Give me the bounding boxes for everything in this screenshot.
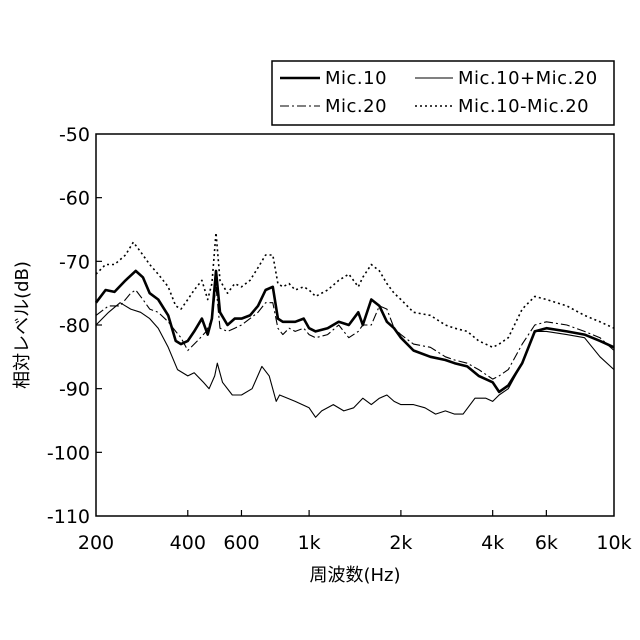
x-tick-label: 600 bbox=[223, 532, 259, 554]
x-tick-label: 6k bbox=[535, 532, 558, 554]
x-axis-title: 周波数(Hz) bbox=[309, 565, 400, 586]
ticks-layer: 200 400 600 1k 2k 4k 6k 10k -50 -60 -70 -80 -90 -100 -… bbox=[47, 124, 632, 554]
x-tick-label: 2k bbox=[389, 532, 412, 554]
y-tick-label: -90 bbox=[59, 379, 90, 401]
legend-label-mic10: Mic.10 bbox=[325, 68, 387, 89]
y-tick-label: -100 bbox=[47, 442, 90, 464]
y-tick-label: -70 bbox=[59, 251, 90, 273]
legend-label-mic10-minus-mic20: Mic.10-Mic.20 bbox=[458, 96, 589, 117]
y-tick-label: -60 bbox=[59, 188, 90, 210]
x-tick-label: 4k bbox=[481, 532, 504, 554]
legend: Mic.10 Mic.10+Mic.20 Mic.20 Mic.10-Mic.2… bbox=[272, 61, 614, 125]
x-tick-label: 400 bbox=[170, 532, 206, 554]
y-tick-label: -110 bbox=[47, 506, 90, 528]
x-tick-label: 200 bbox=[78, 532, 114, 554]
plot-layer bbox=[96, 233, 614, 418]
y-axis-title: 相対レベル(dB) bbox=[12, 261, 33, 389]
x-tick-label: 1k bbox=[298, 532, 321, 554]
y-tick-label: -80 bbox=[59, 315, 90, 337]
legend-label-mic10-plus-mic20: Mic.10+Mic.20 bbox=[458, 68, 598, 89]
legend-label-mic20: Mic.20 bbox=[325, 96, 387, 117]
series-line-1 bbox=[96, 303, 614, 418]
y-tick-label: -50 bbox=[59, 124, 90, 146]
x-tick-label: 10k bbox=[596, 532, 631, 554]
